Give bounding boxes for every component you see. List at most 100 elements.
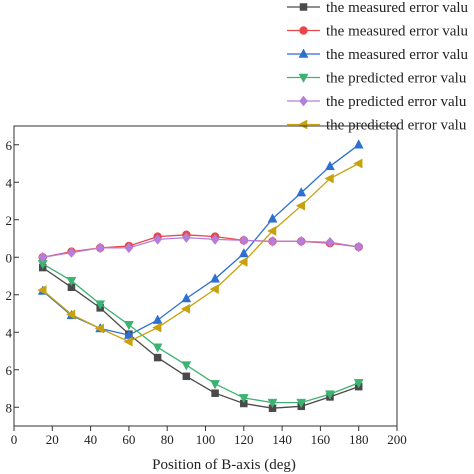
- data-point: [152, 314, 163, 324]
- data-point: [297, 119, 308, 130]
- data-point: [325, 236, 335, 248]
- data-point: [354, 241, 364, 253]
- series-line: [42, 236, 359, 258]
- data-point: [295, 200, 305, 211]
- x-tick-label: 60: [122, 432, 135, 447]
- data-point: [325, 390, 335, 400]
- legend-label: the predicted error valu: [326, 71, 467, 87]
- legend-item: the measured error valu: [287, 47, 469, 63]
- data-point: [353, 379, 364, 389]
- x-axis-label: Position of B-axis (deg): [152, 457, 296, 473]
- data-point: [182, 372, 191, 381]
- data-point: [238, 257, 248, 267]
- series-line: [42, 162, 360, 343]
- data-point: [296, 398, 307, 409]
- data-point: [123, 321, 134, 331]
- data-point: [299, 26, 308, 35]
- y-tick-label: 6: [6, 138, 13, 153]
- x-tick-label: 160: [311, 432, 331, 447]
- x-tick-label: 80: [161, 432, 174, 447]
- series-3: [37, 139, 364, 339]
- data-point: [298, 73, 309, 84]
- x-tick-label: 140: [272, 432, 292, 447]
- data-point: [267, 213, 278, 223]
- y-tick-label: 0: [6, 250, 13, 265]
- series-1: [38, 263, 363, 412]
- x-tick-label: 0: [11, 432, 18, 447]
- series-line: [42, 267, 359, 409]
- x-tick-label: 180: [349, 432, 369, 447]
- data-point: [182, 232, 191, 243]
- legend: the measured error valu the measured erro…: [287, 0, 469, 134]
- data-point: [210, 380, 220, 390]
- data-point: [181, 361, 192, 371]
- y-tick-label: 2: [6, 288, 13, 303]
- data-point: [152, 343, 163, 353]
- data-point: [353, 158, 363, 169]
- legend-label: the measured error valu: [326, 0, 469, 16]
- data-point: [238, 247, 249, 258]
- y-tick-label: 2: [6, 213, 13, 228]
- data-point: [65, 309, 76, 320]
- data-point: [268, 235, 277, 247]
- data-point: [296, 187, 307, 197]
- data-point: [267, 398, 278, 409]
- x-tick-label: 200: [387, 432, 407, 447]
- data-point: [37, 285, 47, 295]
- data-point: [296, 235, 306, 247]
- series-6: [37, 158, 363, 347]
- data-point: [353, 139, 364, 149]
- data-point: [95, 300, 106, 310]
- legend-item: the measured error valu: [287, 24, 469, 40]
- data-point: [266, 226, 277, 236]
- y-tick-label: 4: [6, 325, 13, 340]
- data-point: [210, 273, 220, 283]
- data-point: [123, 336, 133, 347]
- x-tick-label: 100: [196, 432, 216, 447]
- data-point: [95, 242, 105, 254]
- legend-label: the predicted error valu: [326, 94, 467, 110]
- data-point: [299, 95, 308, 107]
- data-point: [210, 234, 220, 245]
- axes: [13, 125, 398, 431]
- data-point: [153, 353, 162, 362]
- data-point: [238, 394, 249, 404]
- data-point: [124, 242, 134, 254]
- data-point: [153, 234, 162, 245]
- data-point: [298, 48, 309, 58]
- series-group: [37, 139, 364, 412]
- plot-frame: [13, 125, 398, 427]
- legend-item: the predicted error valu: [287, 71, 467, 87]
- data-point: [181, 292, 192, 303]
- y-tick-label: 4: [6, 175, 13, 190]
- data-point: [38, 251, 48, 263]
- legend-label: the measured error valu: [326, 47, 469, 63]
- legend-item: the predicted error valu: [287, 94, 467, 110]
- data-point: [324, 173, 334, 184]
- data-point: [180, 303, 191, 314]
- data-point: [94, 323, 104, 334]
- y-tick-label: 6: [6, 363, 13, 378]
- data-point: [299, 3, 308, 11]
- series-2: [38, 230, 363, 262]
- data-point: [325, 160, 335, 171]
- data-point: [239, 234, 249, 246]
- series-5: [38, 232, 364, 263]
- legend-label: the measured error valu: [326, 24, 469, 40]
- x-tick-label: 120: [234, 432, 254, 447]
- x-tick-label: 20: [46, 432, 59, 447]
- data-point: [209, 284, 219, 295]
- legend-item: the measured error valu: [287, 0, 469, 16]
- series-line: [42, 144, 360, 336]
- data-point: [123, 329, 134, 339]
- series-4: [37, 260, 364, 409]
- y-tick-label: 8: [6, 400, 13, 415]
- data-point: [67, 247, 76, 258]
- data-point: [211, 389, 219, 397]
- x-tick-label: 40: [84, 432, 97, 447]
- series-line: [42, 263, 359, 404]
- data-point: [152, 322, 162, 333]
- data-point: [66, 276, 77, 287]
